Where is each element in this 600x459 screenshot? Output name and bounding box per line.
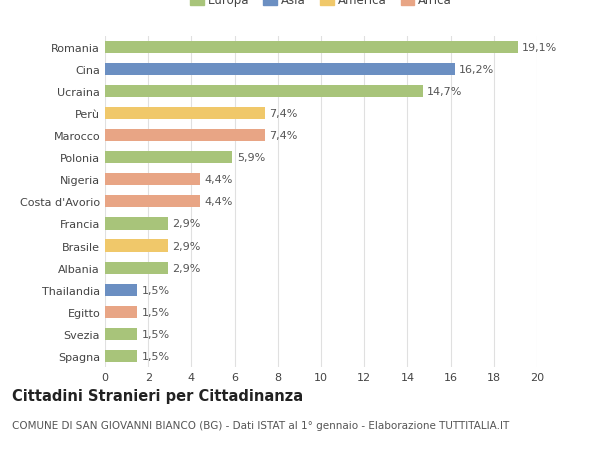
Bar: [105, 196, 200, 208]
Text: 1,5%: 1,5%: [142, 285, 170, 295]
Text: 4,4%: 4,4%: [205, 197, 233, 207]
Text: 1,5%: 1,5%: [142, 351, 170, 361]
Bar: [105, 328, 137, 340]
Text: 2,9%: 2,9%: [172, 263, 200, 273]
Bar: [105, 262, 167, 274]
Text: 1,5%: 1,5%: [142, 307, 170, 317]
Text: 16,2%: 16,2%: [459, 65, 494, 75]
Bar: [105, 42, 518, 54]
Text: 2,9%: 2,9%: [172, 241, 200, 251]
Bar: [105, 152, 232, 164]
Legend: Europa, Asia, America, Africa: Europa, Asia, America, Africa: [185, 0, 457, 12]
Text: Cittadini Stranieri per Cittadinanza: Cittadini Stranieri per Cittadinanza: [12, 388, 303, 403]
Bar: [105, 218, 167, 230]
Bar: [105, 130, 265, 142]
Bar: [105, 306, 137, 318]
Bar: [105, 284, 137, 296]
Text: 2,9%: 2,9%: [172, 219, 200, 229]
Bar: [105, 86, 422, 98]
Text: 14,7%: 14,7%: [427, 87, 462, 97]
Bar: [105, 64, 455, 76]
Text: 4,4%: 4,4%: [205, 175, 233, 185]
Bar: [105, 240, 167, 252]
Text: 1,5%: 1,5%: [142, 329, 170, 339]
Bar: [105, 350, 137, 362]
Text: COMUNE DI SAN GIOVANNI BIANCO (BG) - Dati ISTAT al 1° gennaio - Elaborazione TUT: COMUNE DI SAN GIOVANNI BIANCO (BG) - Dat…: [12, 420, 509, 430]
Bar: [105, 108, 265, 120]
Text: 5,9%: 5,9%: [237, 153, 265, 163]
Text: 7,4%: 7,4%: [269, 131, 298, 141]
Text: 7,4%: 7,4%: [269, 109, 298, 119]
Bar: [105, 174, 200, 186]
Text: 19,1%: 19,1%: [522, 43, 557, 53]
